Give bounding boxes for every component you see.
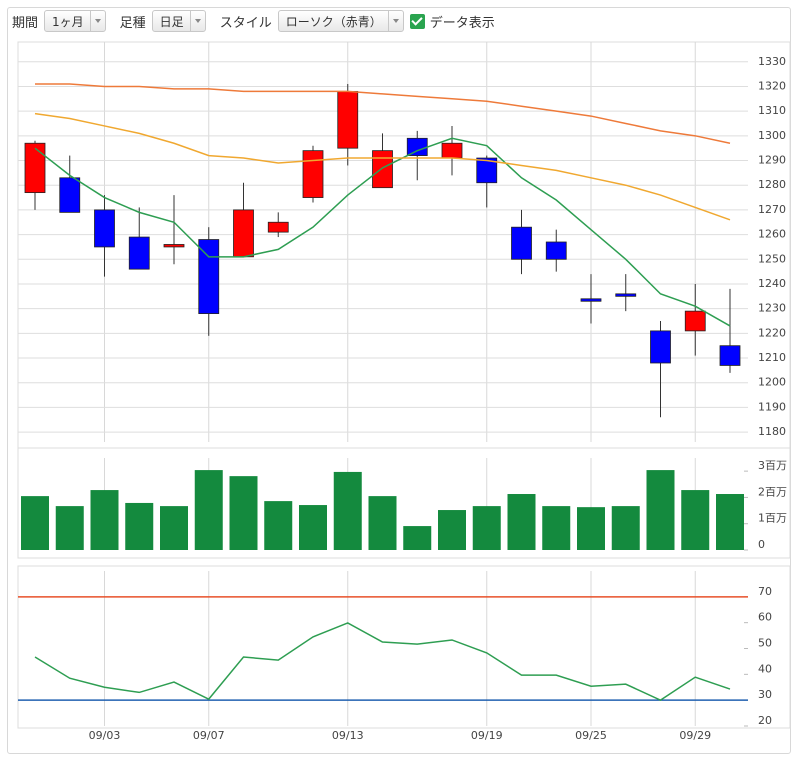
candle-body — [163, 244, 185, 248]
volume-bar — [681, 490, 710, 550]
volume-bar — [264, 501, 293, 550]
dropdown-arrow — [387, 11, 403, 31]
x-tick-label: 09/19 — [471, 729, 503, 742]
y-tick-label: 0 — [758, 538, 765, 551]
dropdown[interactable]: ローソク（赤青） — [277, 10, 404, 32]
y-tick-label: 1百万 — [758, 512, 787, 525]
y-tick-label: 2百万 — [758, 485, 787, 498]
y-tick-label: 1270 — [758, 203, 786, 216]
candle-body — [650, 330, 671, 364]
x-tick-label: 09/13 — [332, 729, 364, 742]
y-tick-label: 1200 — [758, 376, 786, 389]
series-line — [34, 137, 731, 327]
series-line — [35, 83, 731, 144]
y-tick-label: 1210 — [758, 351, 786, 364]
series-line — [34, 112, 731, 221]
checkbox-label: データ表示 — [429, 15, 495, 31]
volume-bar — [611, 506, 640, 550]
y-tick-label: 3百万 — [758, 459, 787, 472]
y-tick-label: 1320 — [758, 79, 786, 92]
x-tick-label: 09/29 — [679, 729, 711, 742]
candle-body — [233, 209, 254, 258]
candle-body — [24, 142, 46, 194]
candle-body — [545, 241, 567, 260]
volume-bar — [542, 506, 571, 550]
candle-body — [511, 226, 532, 260]
panel-frame — [17, 565, 791, 729]
y-tick-label: 1220 — [758, 326, 786, 339]
y-tick-label: 60 — [758, 611, 772, 624]
checkbox[interactable] — [409, 13, 425, 29]
y-tick-label: 20 — [758, 714, 772, 727]
volume-bar — [90, 490, 119, 550]
volume-bar — [333, 471, 362, 550]
y-tick-label: 1250 — [758, 252, 786, 265]
y-tick-label: 1310 — [758, 104, 786, 117]
y-tick-label: 1180 — [758, 425, 786, 438]
candle-body — [94, 209, 115, 248]
toolbar: 期間 1ヶ月 足種 日足 スタイル ローソク（赤青） データ表示 — [12, 9, 495, 33]
volume-bar — [160, 506, 188, 550]
y-tick-label: 40 — [758, 662, 772, 675]
volume-bar — [229, 476, 258, 550]
dropdown-arrow — [89, 11, 105, 31]
candle-body — [372, 150, 393, 189]
candle-body — [441, 142, 463, 159]
y-tick-label: 50 — [758, 637, 772, 650]
volume-bar — [577, 507, 605, 550]
volume-bar — [716, 494, 744, 550]
candle-body — [302, 150, 324, 198]
y-tick-label: 1230 — [758, 302, 786, 315]
x-tick-label: 09/25 — [575, 729, 607, 742]
volume-bar — [21, 496, 49, 550]
candle-body — [198, 239, 220, 315]
label: 期間 — [12, 15, 39, 31]
volume-bar — [646, 470, 675, 550]
volume-bar — [472, 506, 501, 550]
volume-bar — [403, 526, 432, 550]
y-tick-label: 1290 — [758, 154, 786, 167]
volume-bar — [507, 494, 536, 550]
candle-body — [719, 345, 741, 366]
volume-bar — [125, 502, 154, 550]
volume-bar — [368, 496, 397, 550]
dropdown[interactable]: 1ヶ月 — [44, 10, 106, 32]
candle-body — [337, 90, 359, 149]
candle-body — [128, 236, 150, 270]
y-tick-label: 1300 — [758, 129, 786, 142]
candle-body — [267, 221, 289, 233]
y-tick-label: 70 — [758, 585, 772, 598]
candle-body — [615, 293, 637, 297]
series-line — [34, 622, 731, 702]
label: 足種 — [119, 15, 146, 31]
y-tick-label: 1330 — [758, 55, 786, 68]
candle-body — [59, 177, 81, 213]
y-tick-label: 1190 — [758, 400, 786, 413]
candle-body — [580, 298, 602, 302]
dropdown-value: ローソク（赤青） — [285, 14, 382, 29]
volume-bar — [194, 470, 223, 550]
volume-bar — [438, 510, 466, 550]
x-tick-label: 09/07 — [193, 729, 225, 742]
y-tick-label: 1240 — [758, 277, 786, 290]
candle-body — [476, 157, 498, 184]
y-tick-label: 30 — [758, 688, 772, 701]
volume-bar — [299, 505, 327, 550]
y-tick-label: 1280 — [758, 178, 786, 191]
volume-bar — [55, 506, 84, 550]
dropdown-arrow — [189, 11, 205, 31]
dropdown-value: 1ヶ月 — [52, 14, 84, 29]
dropdown[interactable]: 日足 — [151, 10, 206, 32]
x-tick-label: 09/03 — [89, 729, 121, 742]
candle-body — [406, 137, 428, 156]
y-tick-label: 1260 — [758, 228, 786, 241]
dropdown-value: 日足 — [159, 14, 184, 29]
panel-frame — [17, 447, 791, 559]
candle-body — [684, 310, 706, 332]
label: スタイル — [219, 15, 272, 31]
